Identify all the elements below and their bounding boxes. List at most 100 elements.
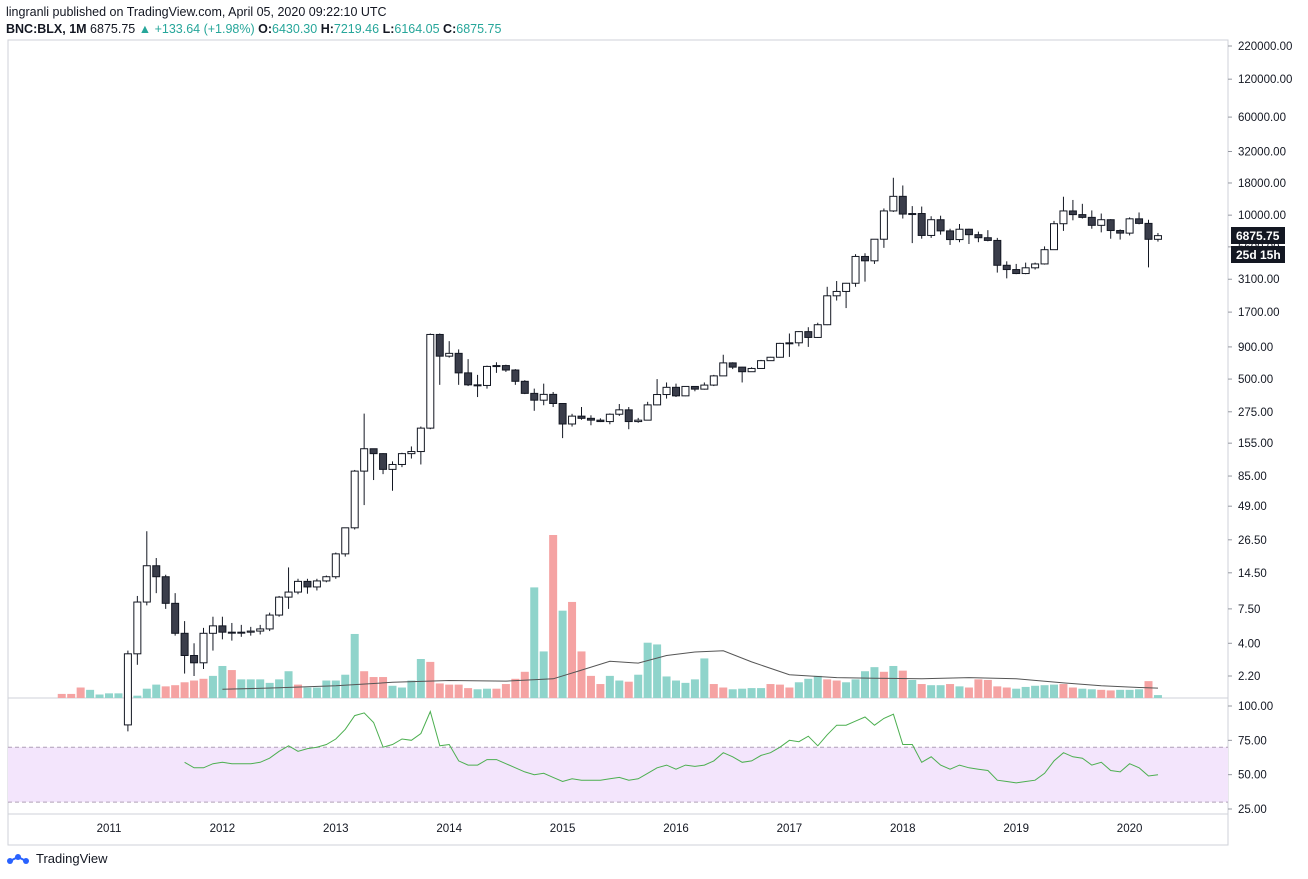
volume-ma xyxy=(222,650,1159,690)
volume-bar xyxy=(114,693,123,698)
chart-header: lingranli published on TradingView.com, … xyxy=(6,4,501,38)
time-tick-label: 2015 xyxy=(550,823,576,835)
tradingview-logo-icon xyxy=(7,853,29,864)
open-value: 6430.30 xyxy=(272,22,318,36)
volume-bar xyxy=(341,674,350,698)
volume-bar xyxy=(501,684,510,698)
candle-body xyxy=(1012,269,1021,275)
footer-brand[interactable]: TradingView xyxy=(6,851,108,866)
volume-bar xyxy=(454,684,463,698)
candle-body xyxy=(142,565,151,603)
price-tick-label: 120000.00 xyxy=(1238,74,1292,86)
volume-bar xyxy=(1078,688,1087,698)
volume-bar xyxy=(57,693,66,698)
price-tick-label: 85.00 xyxy=(1238,471,1267,483)
candle-body xyxy=(539,393,548,401)
candle-body xyxy=(388,463,397,470)
volume-bar xyxy=(76,687,85,698)
countdown-badge xyxy=(1231,246,1285,263)
rsi-tick-label: 25.00 xyxy=(1238,804,1267,816)
candle-body xyxy=(747,367,756,373)
publish-info: lingranli published on TradingView.com, … xyxy=(6,5,387,19)
candle-body xyxy=(246,630,255,633)
volume-bar xyxy=(917,684,926,698)
candle-body xyxy=(1144,222,1153,240)
volume-bar xyxy=(1153,695,1162,698)
candle-body xyxy=(492,365,501,368)
candle-body xyxy=(275,596,284,616)
candle-body xyxy=(341,527,350,555)
candle-body xyxy=(927,219,936,236)
time-tick-label: 2020 xyxy=(1117,823,1143,835)
candle-body xyxy=(1135,218,1144,224)
candle-body xyxy=(161,576,170,604)
candle-body xyxy=(1153,235,1162,240)
candle-body xyxy=(643,404,652,421)
volume-bar xyxy=(832,680,841,698)
volume-ma-line xyxy=(222,650,1159,690)
low-label: L: xyxy=(382,22,395,36)
volume-bar xyxy=(142,688,151,698)
volume-bar xyxy=(1144,681,1153,698)
volume-bar xyxy=(530,587,539,698)
candle-body xyxy=(265,614,274,630)
candle-body xyxy=(1106,219,1115,232)
candle-body xyxy=(955,228,964,241)
candle-body xyxy=(700,384,709,390)
candles xyxy=(123,177,1162,732)
last-price-badge-text: 6875.75 xyxy=(1236,229,1280,243)
rsi-band xyxy=(8,747,1228,803)
volume-bar xyxy=(605,675,614,698)
candle-body xyxy=(1002,264,1011,271)
volume-bar xyxy=(1031,685,1040,698)
candle-body xyxy=(879,210,888,240)
low-value: 6164.05 xyxy=(394,22,440,36)
price-tick-label: 500.00 xyxy=(1238,374,1273,386)
candle-body xyxy=(586,417,595,421)
candle-body xyxy=(199,632,208,664)
candle-body xyxy=(728,362,737,368)
candle-body xyxy=(870,238,879,262)
price-tick-label: 2.20 xyxy=(1238,671,1260,683)
candle-body xyxy=(464,372,473,386)
volume-bar xyxy=(672,680,680,698)
volume-bar xyxy=(861,671,869,698)
candle-body xyxy=(1078,214,1087,218)
volume-bar xyxy=(879,671,888,698)
price-tick-label: 60000.00 xyxy=(1238,112,1286,124)
volume-bar xyxy=(747,688,756,698)
candle-body xyxy=(993,239,1002,266)
candle-body xyxy=(1059,210,1068,225)
high-label: H: xyxy=(320,22,334,36)
candle-body xyxy=(624,409,633,423)
candle-body xyxy=(407,451,416,455)
volume-bar xyxy=(558,610,567,698)
candle-body xyxy=(889,195,898,212)
volume-bar xyxy=(1097,689,1106,698)
candle-body xyxy=(738,366,747,373)
volume-bar xyxy=(785,687,794,698)
volume-bar xyxy=(908,679,917,698)
volume-bar xyxy=(190,680,199,698)
volume-bar xyxy=(464,688,473,698)
volume-bar xyxy=(870,667,879,698)
candle-body xyxy=(322,576,331,582)
candle-body xyxy=(1116,230,1125,234)
volume-bar xyxy=(889,665,898,698)
volume-bar xyxy=(624,681,633,698)
volume-bar xyxy=(407,680,416,698)
volume-bar xyxy=(964,687,973,698)
rsi-tick-label: 75.00 xyxy=(1238,735,1267,747)
candle-body xyxy=(190,654,199,664)
candle-body xyxy=(152,565,161,578)
volume-bar xyxy=(133,695,142,698)
ohlc-legend: BNC:BLX, 1M 6875.75 ▲ +133.64 (+1.98%) O… xyxy=(6,21,501,38)
volume-bar xyxy=(180,682,189,698)
volume-bar xyxy=(1040,685,1049,698)
candle-body xyxy=(1040,249,1049,265)
candle-body xyxy=(237,631,246,634)
price-tick-label: 900.00 xyxy=(1238,342,1273,354)
price-tick-label: 26.50 xyxy=(1238,535,1267,547)
candle-body xyxy=(794,331,803,344)
